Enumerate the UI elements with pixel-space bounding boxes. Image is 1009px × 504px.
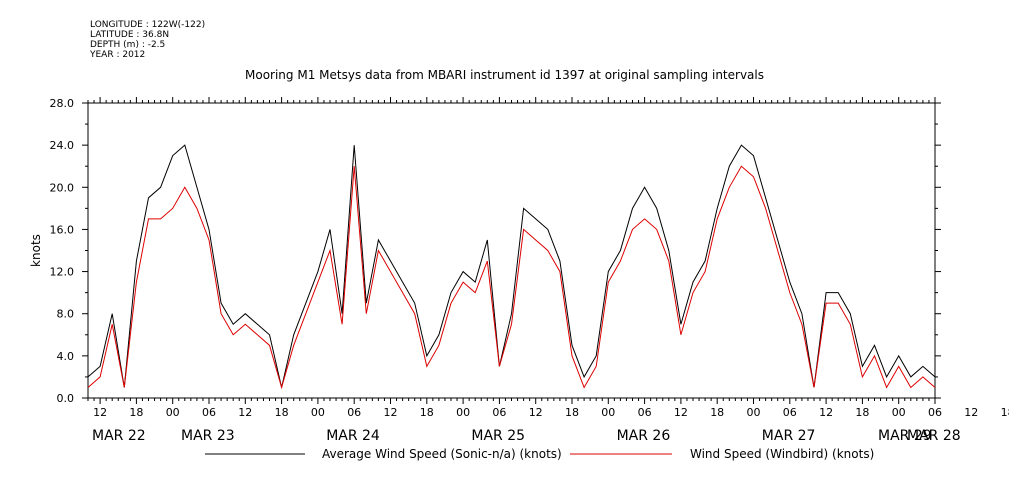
x-tick-label: 12 xyxy=(674,406,688,419)
metadata-block: LONGITUDE : 122W(-122) LATITUDE : 36.8N … xyxy=(90,20,205,60)
date-label: MAR 27 xyxy=(762,428,816,444)
x-tick-label: 00 xyxy=(456,406,470,419)
x-tick-label: 12 xyxy=(384,406,398,419)
x-tick-label: 00 xyxy=(166,406,180,419)
x-tick-label: 00 xyxy=(601,406,615,419)
x-tick-label: 00 xyxy=(311,406,325,419)
x-tick-label: 06 xyxy=(347,406,361,419)
y-tick-label: 28.0 xyxy=(50,97,75,110)
x-tick-label: 18 xyxy=(855,406,869,419)
date-label: MAR 24 xyxy=(326,428,380,444)
x-tick-label: 06 xyxy=(492,406,506,419)
x-tick-label: 18 xyxy=(565,406,579,419)
legend-label-0: Average Wind Speed (Sonic-n/a) (knots) xyxy=(322,447,562,461)
x-tick-label: 18 xyxy=(1001,406,1009,419)
x-tick-label: 12 xyxy=(964,406,978,419)
x-tick-label: 18 xyxy=(275,406,289,419)
y-tick-label: 8.0 xyxy=(57,308,75,321)
legend-label-1: Wind Speed (Windbird) (knots) xyxy=(690,447,874,461)
x-tick-label: 12 xyxy=(819,406,833,419)
x-tick-label: 06 xyxy=(928,406,942,419)
chart-title: Mooring M1 Metsys data from MBARI instru… xyxy=(245,68,764,82)
meta-depth: DEPTH (m) : -2.5 xyxy=(90,40,166,50)
x-tick-label: 12 xyxy=(93,406,107,419)
series-line-0 xyxy=(87,144,936,388)
x-tick-label: 00 xyxy=(892,406,906,419)
date-label: MAR 26 xyxy=(617,428,671,444)
meta-longitude: LONGITUDE : 122W(-122) xyxy=(90,20,206,30)
y-tick-label: 0.0 xyxy=(57,392,75,405)
date-label: MAR 25 xyxy=(471,428,525,444)
y-tick-label: 20.0 xyxy=(50,181,75,194)
series-line-1 xyxy=(87,165,936,390)
x-tick-label: 06 xyxy=(783,406,797,419)
date-label: MAR 23 xyxy=(181,428,235,444)
x-tick-label: 18 xyxy=(710,406,724,419)
x-tick-label: 18 xyxy=(420,406,434,419)
y-tick-label: 16.0 xyxy=(50,223,75,236)
meta-latitude: LATITUDE : 36.8N xyxy=(90,30,170,40)
y-tick-label: 24.0 xyxy=(50,139,75,152)
x-tick-label: 18 xyxy=(129,406,143,419)
date-label: MAR 28 xyxy=(907,428,961,444)
meta-year: YEAR : 2012 xyxy=(90,50,146,60)
x-tick-label: 12 xyxy=(529,406,543,419)
y-axis-label: knots xyxy=(29,234,43,267)
x-tick-label: 12 xyxy=(238,406,252,419)
y-tick-label: 12.0 xyxy=(50,266,75,279)
x-tick-label: 00 xyxy=(747,406,761,419)
y-tick-label: 4.0 xyxy=(57,350,75,363)
x-tick-label: 06 xyxy=(638,406,652,419)
date-label: MAR 22 xyxy=(92,428,146,444)
x-tick-label: 06 xyxy=(202,406,216,419)
date-label: MAR 29 xyxy=(878,428,932,444)
